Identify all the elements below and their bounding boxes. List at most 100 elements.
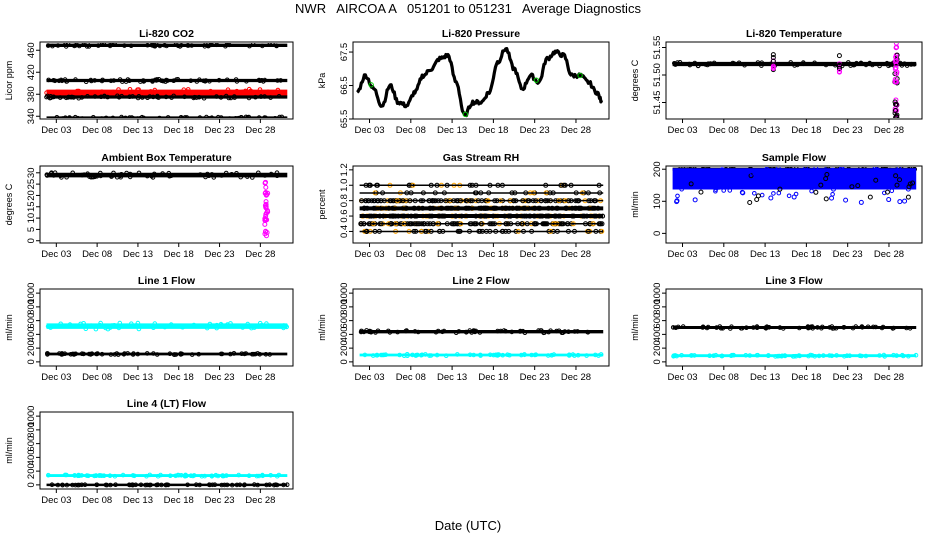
data-point: [836, 53, 842, 59]
data-point: [215, 114, 221, 118]
plot-frame: [39, 41, 294, 120]
panel-title: Li-820 Pressure: [442, 28, 520, 40]
data-point: [173, 43, 179, 47]
data-point: [74, 43, 79, 47]
data-point: [801, 61, 806, 67]
data-point: [730, 352, 736, 358]
data-point: [197, 77, 202, 82]
data-point: [182, 115, 188, 118]
data-point: [256, 473, 262, 479]
data-point: [214, 94, 219, 99]
data-point: [262, 202, 268, 208]
data-point: [245, 321, 250, 327]
data-point: [75, 115, 81, 118]
data-point: [478, 352, 483, 358]
data-point: [108, 78, 114, 84]
x-tick-label: Dec 18: [791, 249, 821, 260]
data-point: [723, 169, 729, 174]
data-point: [214, 43, 220, 48]
data-point: [255, 482, 261, 488]
data-point: [847, 353, 853, 359]
data-point: [207, 482, 213, 488]
x-tick-label: Dec 28: [245, 372, 275, 383]
data-point: [538, 328, 543, 333]
data-point: [718, 325, 724, 331]
data-point: [875, 167, 880, 173]
data-point: [255, 351, 261, 356]
data-point: [770, 58, 776, 64]
y-axis-label: percent: [317, 189, 327, 220]
data-point: [261, 79, 266, 84]
y-tick-label: 51.50: [652, 63, 663, 87]
data-point: [418, 352, 424, 358]
data-point: [897, 177, 903, 183]
data-point: [160, 78, 166, 84]
x-tick-label: Dec 13: [437, 372, 467, 383]
y-tick-label: 1000: [652, 283, 663, 304]
data-point: [854, 182, 859, 187]
x-tick-label: Dec 13: [123, 495, 153, 506]
data-point: [840, 169, 846, 175]
data-point: [727, 188, 733, 193]
data-point: [673, 325, 679, 331]
data-point: [871, 324, 876, 330]
data-point: [46, 472, 51, 478]
data-point: [816, 173, 822, 179]
data-point: [112, 473, 118, 479]
data-point: [771, 191, 776, 196]
data-point: [268, 95, 273, 100]
x-tick-label: Dec 18: [164, 495, 194, 506]
data-point: [60, 116, 65, 118]
data-point: [135, 351, 141, 357]
data-point: [880, 324, 886, 330]
data-point: [51, 94, 56, 100]
data-point: [119, 172, 124, 177]
data-point: [405, 353, 410, 359]
data-point: [754, 325, 760, 331]
x-tick-label: Dec 23: [520, 249, 550, 260]
y-tick-label: 200: [26, 340, 37, 356]
data-point: [246, 114, 252, 118]
data-point: [120, 472, 126, 478]
y-tick-label: 30: [26, 168, 37, 179]
panel-title: Line 3 Flow: [765, 275, 823, 287]
data-point: [754, 353, 760, 358]
data-point: [894, 114, 900, 118]
data-point: [809, 188, 814, 194]
data-point: [262, 115, 267, 118]
x-tick-label: Dec 28: [561, 372, 591, 383]
data-point: [263, 184, 269, 190]
data-point: [197, 115, 203, 118]
x-tick-label: Dec 28: [561, 249, 591, 260]
data-point: [770, 63, 776, 69]
data-point: [519, 352, 524, 358]
data-point: [723, 176, 729, 182]
data-point: [135, 87, 140, 92]
data-point: [238, 174, 243, 180]
data-point: [57, 351, 62, 356]
x-tick-label: Dec 03: [41, 125, 71, 136]
x-tick-label: Dec 28: [245, 249, 275, 260]
data-point: [78, 321, 83, 327]
x-tick-label: Dec 03: [354, 125, 384, 136]
x-tick-label: Dec 03: [354, 372, 384, 383]
data-point: [155, 473, 161, 479]
data-point: [203, 43, 208, 47]
data-point: [240, 325, 245, 330]
data-point: [122, 43, 127, 48]
data-point: [164, 43, 169, 49]
data-point: [79, 351, 85, 357]
data-point: [127, 87, 133, 92]
plot-frame: [665, 41, 923, 120]
series-group: [46, 472, 290, 488]
data-point: [254, 473, 260, 479]
data-point: [206, 116, 212, 118]
data-point: [57, 95, 63, 100]
data-point: [70, 170, 75, 176]
data-point: [178, 352, 184, 357]
y-axis-label: degrees C: [630, 59, 640, 101]
data-point: [824, 172, 830, 178]
data-point: [887, 62, 893, 68]
data-point: [281, 325, 286, 331]
data-point: [507, 352, 512, 358]
